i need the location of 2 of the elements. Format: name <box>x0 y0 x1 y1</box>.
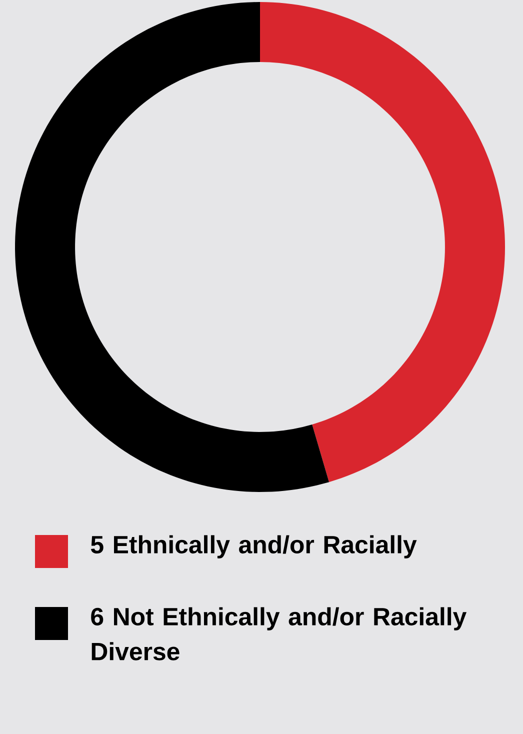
legend-label: 5 Ethnically and/or Racially <box>90 535 417 558</box>
legend-label: 6 Not Ethnically and/or Racially Diverse <box>91 607 467 660</box>
